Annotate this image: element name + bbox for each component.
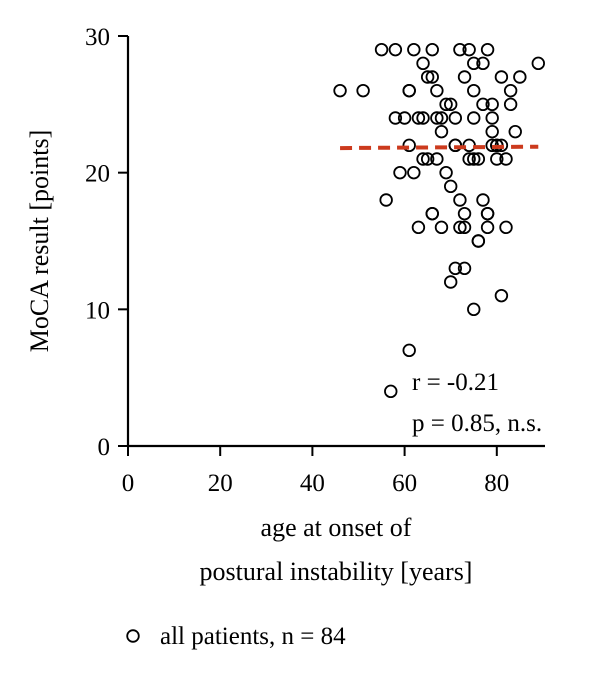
- x-axis-title-line-1: age at onset of: [261, 513, 412, 542]
- data-point: [499, 220, 513, 235]
- data-point: [485, 111, 499, 125]
- legend-label: all patients, n = 84: [160, 623, 346, 650]
- x-tick-label: 20: [208, 470, 233, 497]
- data-point: [407, 42, 421, 57]
- data-point: [476, 97, 490, 112]
- data-point: [457, 206, 472, 221]
- data-point: [480, 42, 495, 57]
- data-point: [425, 206, 439, 221]
- data-point: [453, 220, 467, 235]
- data-point: [471, 152, 486, 166]
- data-point: [457, 220, 472, 235]
- data-point: [467, 83, 481, 98]
- data-point: [462, 152, 476, 166]
- data-point: [407, 165, 421, 180]
- data-point: [513, 70, 527, 84]
- y-tick-label: 20: [85, 161, 110, 188]
- data-point: [356, 83, 370, 98]
- data-point: [457, 261, 472, 276]
- data-point: [430, 152, 444, 166]
- x-tick-label: 80: [484, 470, 509, 497]
- data-point: [434, 220, 449, 235]
- data-point: [420, 70, 435, 84]
- data-point: [485, 97, 499, 112]
- data-point: [499, 152, 513, 166]
- data-point: [384, 384, 398, 399]
- data-point: [430, 111, 444, 125]
- data-point: [457, 70, 472, 84]
- data-point: [388, 42, 403, 57]
- x-tick-label: 40: [300, 470, 325, 497]
- y-tick-label: 30: [85, 24, 110, 51]
- data-point: [467, 56, 481, 71]
- data-point: [503, 83, 518, 98]
- data-point: [471, 234, 486, 248]
- data-point: [448, 111, 463, 125]
- data-point: [425, 42, 439, 57]
- data-point: [490, 152, 504, 166]
- data-point: [476, 56, 490, 71]
- x-tick-label: 0: [122, 470, 135, 497]
- p-value: p = 0.85, n.s.: [412, 410, 542, 437]
- data-point: [420, 152, 435, 166]
- data-point: [494, 288, 509, 303]
- correlation-r: r = -0.21: [412, 369, 499, 396]
- data-point: [388, 111, 403, 125]
- x-axis-title-line-2: postural instability [years]: [200, 557, 473, 586]
- data-point: [416, 56, 430, 71]
- y-ticks: 0 10 20 30: [85, 24, 128, 461]
- data-point: [439, 165, 453, 180]
- data-point: [444, 179, 458, 194]
- data-point: [453, 42, 467, 57]
- y-tick-label: 10: [85, 297, 110, 324]
- data-point: [434, 124, 449, 139]
- data-point: [531, 56, 545, 71]
- x-ticks: 0 20 40 60 80: [122, 446, 509, 497]
- y-axis: 0 10 20 30: [85, 24, 130, 461]
- data-point: [480, 220, 495, 235]
- data-point: [439, 97, 453, 112]
- data-point: [333, 83, 347, 98]
- data-point: [416, 111, 430, 125]
- data-point: [494, 70, 509, 84]
- legend-marker: [126, 629, 140, 643]
- data-point: [480, 206, 495, 221]
- data-point: [508, 124, 522, 139]
- data-points: [333, 42, 545, 399]
- y-tick-label: 0: [98, 434, 111, 461]
- data-point: [467, 302, 481, 317]
- data-point: [402, 343, 416, 358]
- data-point: [430, 83, 444, 98]
- data-point: [374, 42, 389, 57]
- data-point: [444, 97, 458, 112]
- data-point: [416, 152, 430, 166]
- y-axis-title: MoCA result [points]: [25, 130, 54, 352]
- trend-line: [340, 144, 539, 151]
- x-axis: 0 20 40 60 80: [122, 444, 545, 497]
- data-point: [448, 261, 463, 276]
- data-point: [467, 111, 481, 125]
- data-point: [402, 83, 416, 98]
- data-point: [476, 193, 490, 207]
- data-point: [393, 165, 407, 180]
- data-point: [434, 111, 449, 125]
- data-point: [411, 220, 426, 235]
- data-point: [425, 70, 439, 84]
- data-point: [397, 111, 412, 125]
- data-point: [453, 193, 467, 207]
- legend: all patients, n = 84: [126, 623, 346, 650]
- data-point: [503, 97, 518, 112]
- x-tick-label: 60: [392, 470, 417, 497]
- data-point: [402, 138, 416, 153]
- data-point: [485, 124, 499, 139]
- data-point: [467, 152, 481, 166]
- data-point: [379, 193, 393, 207]
- data-point: [444, 275, 458, 289]
- data-point: [462, 42, 476, 57]
- data-point: [411, 111, 426, 125]
